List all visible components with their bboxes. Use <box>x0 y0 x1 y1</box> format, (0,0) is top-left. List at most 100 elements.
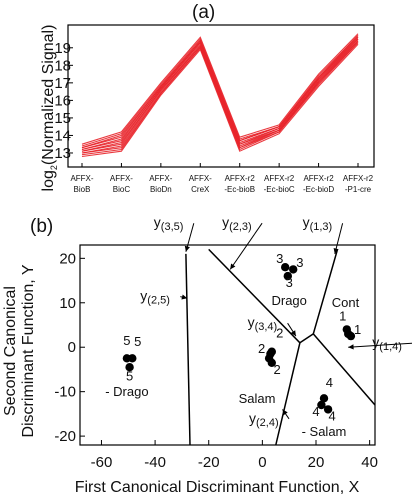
y-tick-label: 20 <box>59 250 76 267</box>
boundary-label: y(2,5) <box>140 288 170 307</box>
group-label: 5 <box>126 369 133 384</box>
x-tick-label-line2: CreX <box>191 185 210 194</box>
group-label: 2 <box>273 362 280 377</box>
x-tick-label-line1: AFFX-r2 <box>264 174 295 183</box>
x-tick-label-line1: AFFX-r2 <box>225 174 256 183</box>
group-label: 5 <box>134 334 141 349</box>
y-tick-label: 19 <box>54 40 71 57</box>
group-label: 1 <box>339 309 346 324</box>
data-point <box>344 329 353 339</box>
y-tick-label: 10 <box>59 295 76 312</box>
x-tick-label-line2: -P1-cre <box>345 185 372 194</box>
group-label: 4 <box>328 409 335 424</box>
group-label: 4 <box>312 404 319 419</box>
x-tick-label-line1: AFFX-r2 <box>343 174 374 183</box>
boundary-line <box>208 248 301 344</box>
panel-a-plot-frame <box>67 24 375 168</box>
x-tick-label-line2: BioDn <box>150 185 172 194</box>
y-tick-label: 18 <box>54 57 71 74</box>
group-label: - Salam <box>302 424 347 439</box>
group-label: - Drago <box>105 384 148 399</box>
panel-a-label: (a) <box>192 2 215 23</box>
y-tick-label: 13 <box>54 145 71 162</box>
panel-b-label: (b) <box>30 216 53 237</box>
boundary-line <box>299 333 314 344</box>
y-tick-label: -20 <box>54 428 76 445</box>
group-label: Salam <box>239 391 276 406</box>
group-label: 3 <box>286 275 293 290</box>
x-tick-label-line2: BioB <box>74 185 91 194</box>
y-tick-label: -10 <box>54 384 76 401</box>
group-label: 3 <box>296 255 303 270</box>
data-point <box>317 400 326 410</box>
group-label: Drago <box>271 293 306 308</box>
y-tick-label: 14 <box>54 127 71 144</box>
panel-b-boundary-labels: y(3,5) y(2,3) y(1,3)y(2,5)y(3,4)y(2,4)y(1,… <box>140 214 412 429</box>
boundary-label-leader <box>229 222 263 270</box>
series-line <box>81 36 359 151</box>
group-label: 5 <box>123 333 130 348</box>
group-label: Cont <box>332 295 360 310</box>
panel-b-data-points <box>122 263 356 414</box>
boundary-line <box>275 342 301 446</box>
panel-b-y-axis-title-line2: Discriminant Function, Y <box>20 264 37 437</box>
boundary-label: y(2,3) <box>222 214 252 233</box>
x-tick-label: -40 <box>144 454 166 471</box>
panel-b-y-axis-title-line1: Second Canonical <box>2 286 19 416</box>
data-point <box>128 354 137 363</box>
series-line <box>81 35 359 149</box>
boundary-line <box>185 253 191 446</box>
boundary-label-arrowhead <box>184 245 190 252</box>
x-tick-label-line1: AFFX- <box>70 174 93 183</box>
data-point <box>283 271 292 281</box>
group-label: 2 <box>258 341 265 356</box>
group-label: 4 <box>326 375 333 390</box>
panel-b-x-axis-title: First Canonical Discriminant Function, X <box>75 479 360 496</box>
x-tick-label-line1: AFFX- <box>189 174 212 183</box>
x-tick-label: 40 <box>361 454 378 471</box>
boundary-label-arrowhead <box>282 409 288 416</box>
panel-b-boundary-lines <box>185 248 376 446</box>
series-line <box>81 43 359 158</box>
series-line <box>81 35 359 147</box>
series-line <box>81 33 359 145</box>
boundary-label: y(1,3) <box>303 214 333 233</box>
boundary-label: y(3,5) <box>154 214 184 233</box>
x-tick-label-line2: BioC <box>113 185 131 194</box>
x-tick-label-line1: AFFX- <box>110 174 133 183</box>
y-tick-label: 16 <box>54 92 71 109</box>
x-tick-label: 20 <box>308 454 325 471</box>
x-tick-label-line2: -Ec-bioB <box>224 185 255 194</box>
y-tick-label: 15 <box>54 110 71 127</box>
data-point <box>281 263 290 272</box>
x-tick-label: -20 <box>198 454 220 471</box>
boundary-label-arrowhead <box>348 344 354 350</box>
x-tick-label-line1: AFFX-r2 <box>303 174 334 183</box>
boundary-label-arrowhead <box>230 263 236 270</box>
panel-a-y-axis-title: log2(Normalized Signal) <box>40 25 59 192</box>
data-point <box>125 363 134 372</box>
boundary-label-arrowhead <box>181 294 188 300</box>
group-label: 2 <box>276 325 283 340</box>
x-tick-label: -60 <box>91 454 113 471</box>
panel-b-ticks: -60 -40 -20 0 20 40 -20 -10 0 10 20 <box>54 250 378 471</box>
panel-a-x-tick-labels: AFFX- BioB AFFX- BioC AFFX- BioDn AFFX- CreX AFF… <box>70 163 374 194</box>
data-point <box>267 358 276 367</box>
boundary-label: y(3,4) <box>248 314 278 333</box>
panel-b-plot-frame <box>79 244 376 446</box>
x-tick-label-line2: -Ec-bioD <box>303 185 334 194</box>
boundary-label-arrowhead <box>290 330 296 337</box>
data-point <box>289 265 298 274</box>
boundary-line <box>312 333 376 406</box>
x-tick-label-line2: -Ec-bioC <box>264 185 295 194</box>
group-label: 3 <box>276 251 283 266</box>
panel-a-series-lines <box>81 33 359 158</box>
x-tick-label: 0 <box>258 454 266 471</box>
boundary-line <box>312 249 339 335</box>
y-tick-label: 17 <box>54 75 71 92</box>
boundary-label-leader <box>348 342 412 348</box>
boundary-label: y(2,4) <box>249 410 279 429</box>
data-point <box>319 394 329 403</box>
